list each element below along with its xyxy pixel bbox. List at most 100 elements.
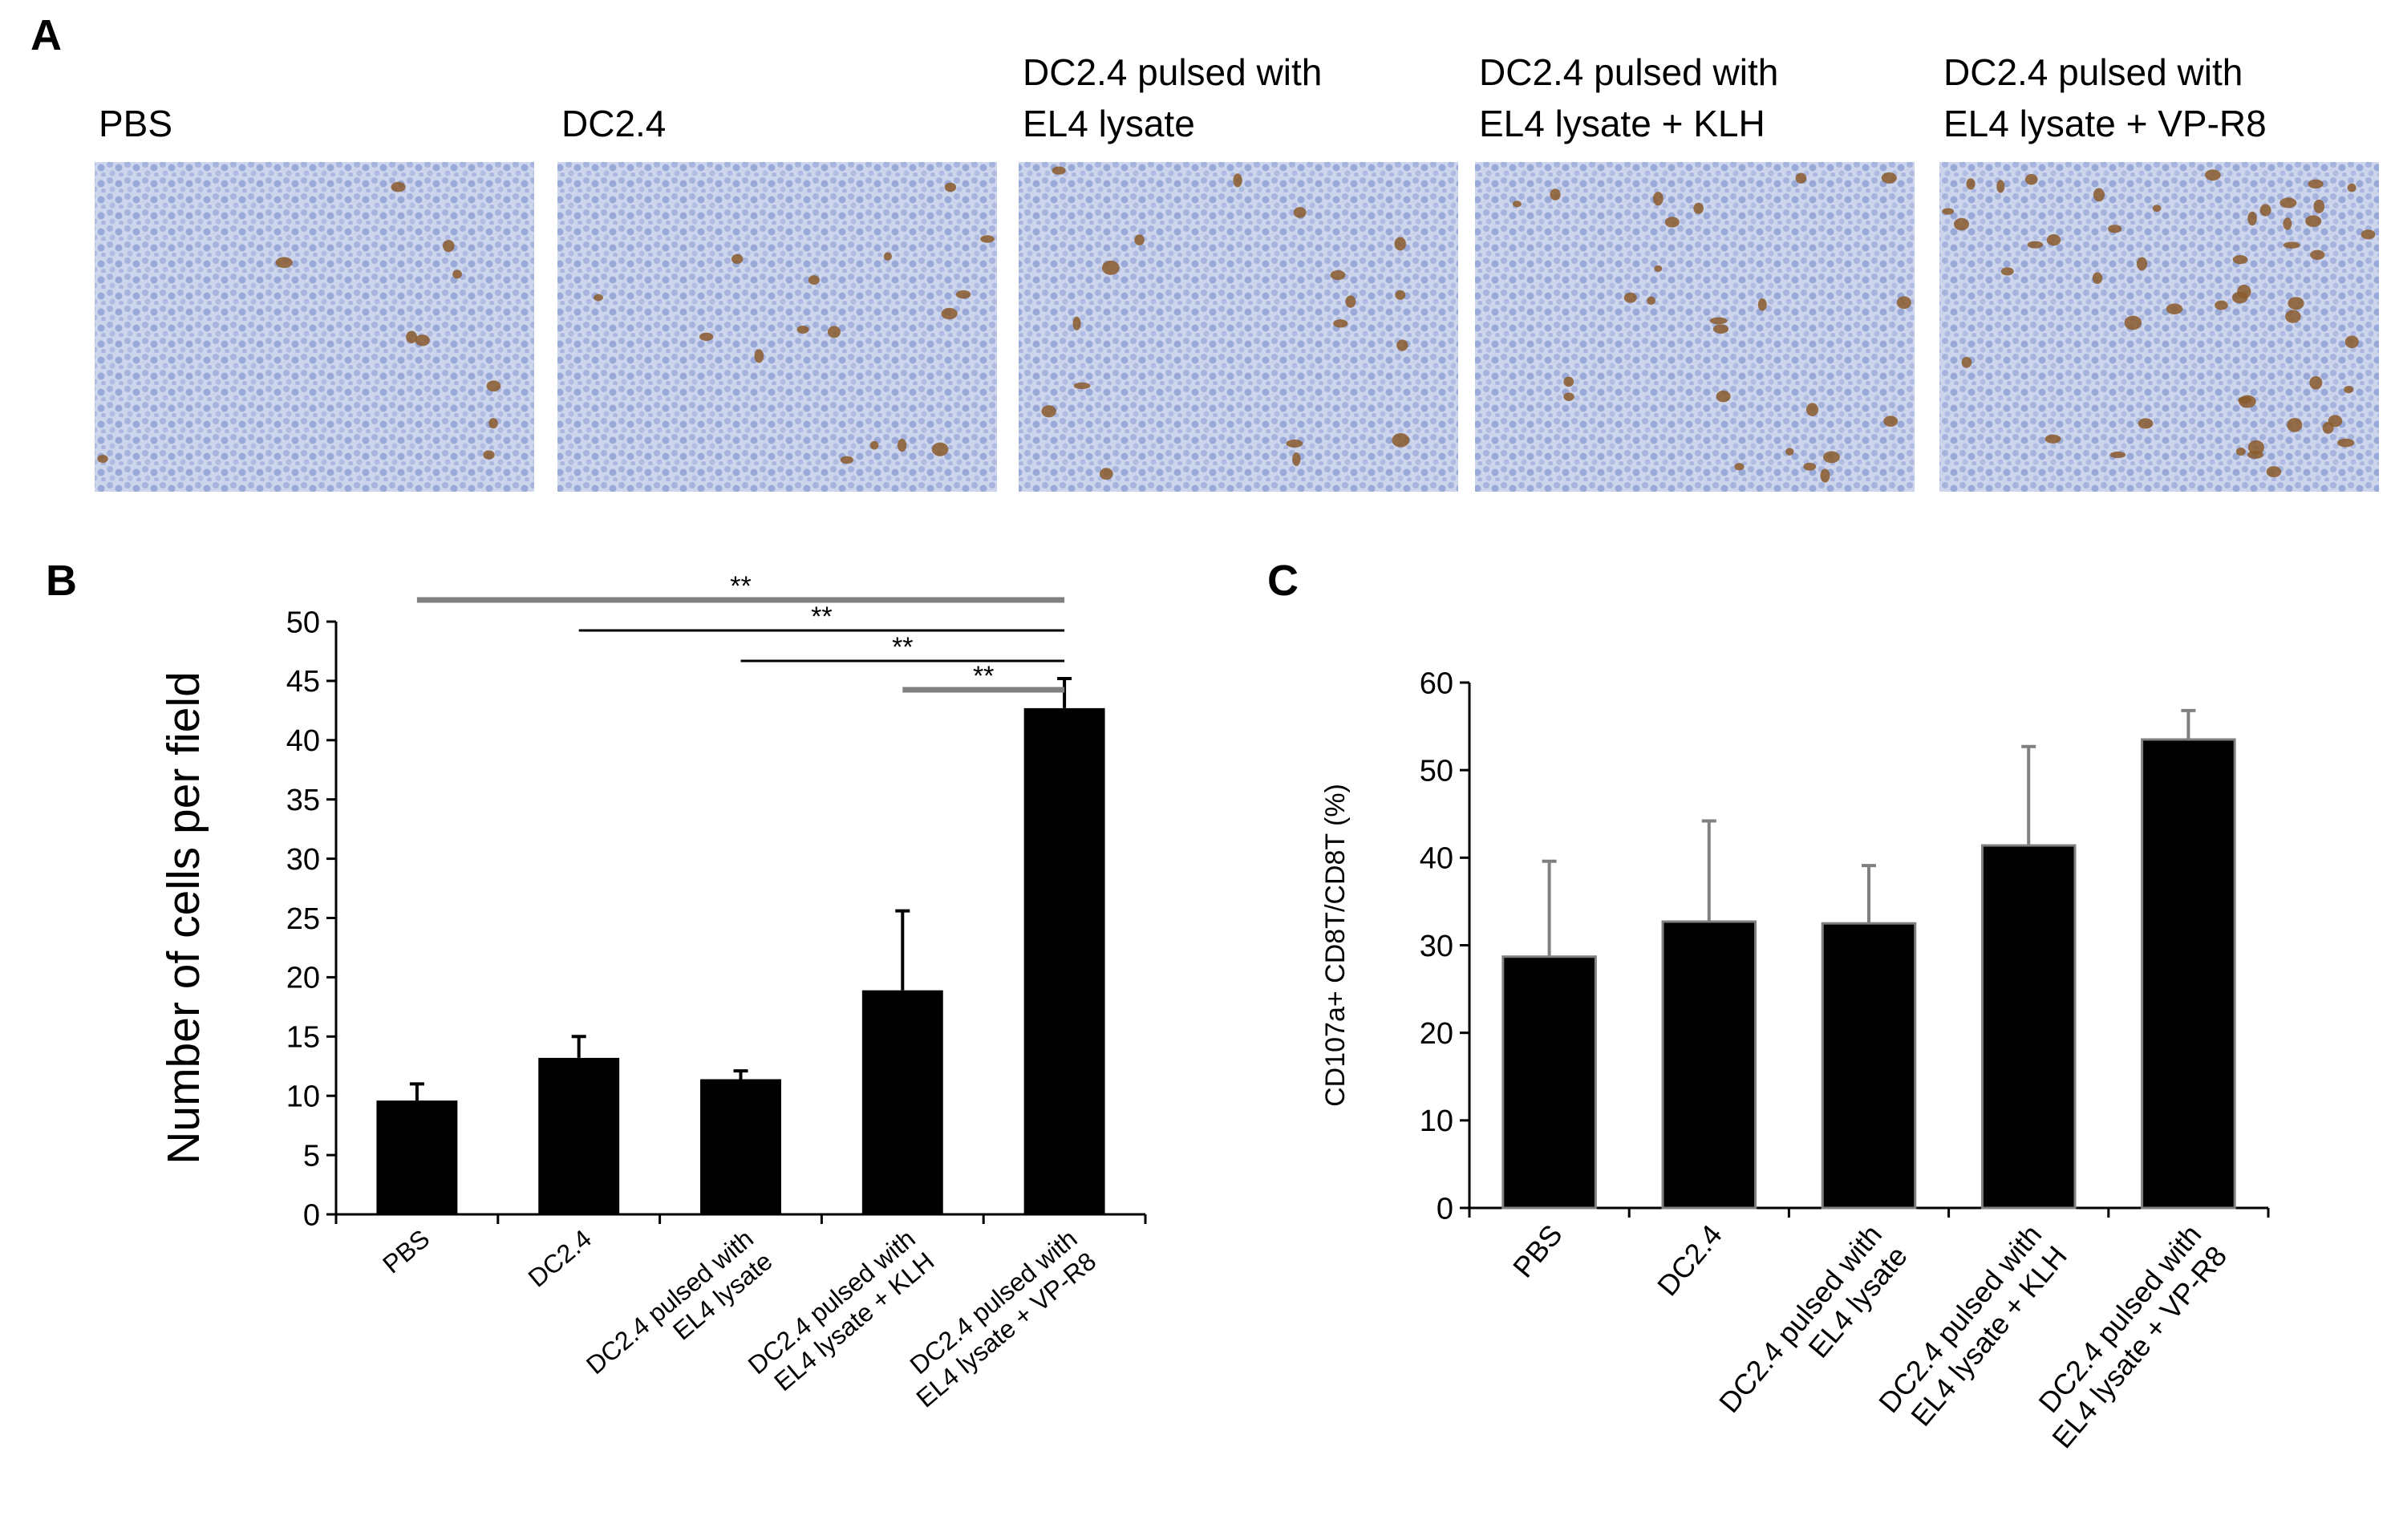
stained-cell bbox=[1392, 433, 1410, 448]
error-bar bbox=[2181, 708, 2196, 740]
image-title: PBS bbox=[99, 103, 172, 144]
x-tick-label-line: DC2.4 bbox=[1651, 1218, 1728, 1303]
y-tick-label: 20 bbox=[1420, 1017, 1453, 1051]
stained-cell bbox=[1652, 192, 1664, 206]
stained-cell bbox=[2336, 438, 2355, 448]
image-title: EL4 lysate + VP-R8 bbox=[1943, 103, 2267, 144]
image-tissue bbox=[95, 162, 534, 492]
stained-cell bbox=[796, 325, 809, 334]
stained-cell bbox=[1134, 234, 1145, 245]
x-tick-label: PBS bbox=[377, 1224, 435, 1279]
stained-cell bbox=[1395, 290, 1406, 300]
stained-cell bbox=[1563, 392, 1574, 401]
stained-cell bbox=[2283, 241, 2300, 249]
stained-cell bbox=[1709, 317, 1728, 325]
stained-cell bbox=[1795, 172, 1807, 184]
stained-cell bbox=[2092, 272, 2103, 284]
y-tick-label: 10 bbox=[1420, 1104, 1453, 1138]
stained-cell bbox=[1883, 415, 1899, 428]
stained-cell bbox=[2152, 205, 2162, 213]
stained-cell bbox=[1757, 298, 1767, 311]
stained-cell bbox=[2046, 234, 2061, 246]
stained-cell bbox=[869, 440, 879, 450]
image-title: DC2.4 pulsed with bbox=[1943, 51, 2243, 93]
image-title: DC2.4 pulsed with bbox=[1479, 51, 1778, 93]
stained-cell bbox=[931, 442, 949, 456]
image-title: EL4 lysate + KLH bbox=[1479, 103, 1765, 144]
y-tick-label: 5 bbox=[303, 1139, 320, 1173]
error-bar bbox=[1542, 859, 1557, 957]
stained-cell bbox=[443, 240, 455, 253]
y-tick-label: 30 bbox=[286, 843, 320, 877]
stained-cell bbox=[1654, 265, 1663, 272]
stained-cell bbox=[1396, 339, 1408, 351]
significance-label: ** bbox=[892, 632, 913, 663]
image-title: DC2.4 bbox=[561, 103, 666, 144]
stained-cell bbox=[488, 418, 498, 429]
y-tick-label: 40 bbox=[286, 724, 320, 758]
y-tick-label: 45 bbox=[286, 665, 320, 699]
stained-cell bbox=[2237, 284, 2251, 299]
stained-cell bbox=[2247, 211, 2257, 226]
stained-cell bbox=[1623, 292, 1637, 303]
x-tick-label: DC2.4 bbox=[523, 1224, 598, 1293]
bar bbox=[1023, 707, 1105, 1214]
stained-cell bbox=[2108, 225, 2122, 233]
stained-cell bbox=[1394, 237, 1406, 251]
stained-cell bbox=[391, 181, 406, 192]
stained-cell bbox=[1041, 405, 1056, 418]
image-tissue bbox=[1475, 162, 1915, 492]
stained-cell bbox=[2232, 254, 2248, 265]
image-title: DC2.4 pulsed with bbox=[1023, 51, 1322, 93]
stained-cell bbox=[1233, 173, 1242, 188]
stained-cell bbox=[2109, 452, 2126, 459]
stained-cell bbox=[1345, 295, 1356, 308]
stained-cell bbox=[1550, 188, 1561, 201]
stained-cell bbox=[1712, 324, 1729, 334]
error-bar bbox=[409, 1082, 424, 1101]
bar bbox=[376, 1100, 458, 1214]
stained-cell bbox=[1966, 178, 1976, 190]
histology-image bbox=[557, 162, 997, 492]
bar bbox=[538, 1057, 620, 1214]
stained-cell bbox=[1664, 217, 1680, 228]
stained-cell bbox=[2238, 396, 2252, 404]
stained-cell bbox=[2259, 204, 2271, 217]
y-tick-label: 35 bbox=[286, 784, 320, 817]
panel-label: B bbox=[46, 557, 77, 605]
stained-cell bbox=[2280, 197, 2297, 209]
stained-cell bbox=[2024, 173, 2038, 185]
stained-cell bbox=[2309, 375, 2323, 390]
stained-cell bbox=[840, 456, 853, 464]
x-tick-label-line: PBS bbox=[377, 1224, 435, 1279]
y-tick-label: 25 bbox=[286, 902, 320, 936]
stained-cell bbox=[1961, 356, 1972, 368]
stained-cell bbox=[486, 380, 501, 392]
stained-cell bbox=[1563, 376, 1574, 387]
stained-cell bbox=[1052, 166, 1066, 175]
stained-cell bbox=[1805, 403, 1819, 416]
stained-cell bbox=[2347, 183, 2357, 192]
y-axis-label: Number of cells per field bbox=[158, 671, 209, 1165]
histology-image bbox=[1019, 162, 1458, 492]
stained-cell bbox=[1073, 382, 1091, 390]
bar bbox=[1661, 920, 1757, 1210]
stained-cell bbox=[2344, 386, 2354, 394]
image-tissue bbox=[1939, 162, 2379, 492]
x-tick-label: DC2.4 pulsed withEL4 lysate bbox=[581, 1224, 778, 1403]
error-bar bbox=[733, 1069, 748, 1080]
stained-cell bbox=[1785, 448, 1794, 456]
stained-cell bbox=[1333, 319, 1348, 328]
stained-cell bbox=[2361, 229, 2376, 240]
y-tick-label: 50 bbox=[286, 606, 320, 639]
stained-cell bbox=[97, 454, 108, 464]
stained-cell bbox=[883, 252, 892, 261]
error-bar bbox=[2021, 744, 2036, 846]
bar bbox=[1821, 922, 1917, 1210]
stained-cell bbox=[2305, 215, 2322, 228]
error-bar bbox=[571, 1035, 586, 1058]
significance-label: ** bbox=[811, 602, 832, 632]
x-tick-label-line: PBS bbox=[1506, 1218, 1569, 1284]
bar bbox=[861, 990, 943, 1214]
stained-cell bbox=[2283, 217, 2292, 230]
